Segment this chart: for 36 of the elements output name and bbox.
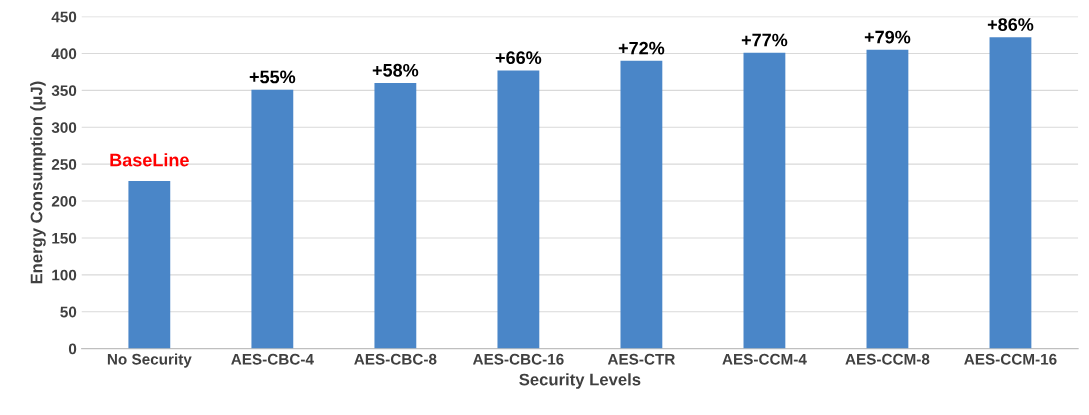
y-tick-label: 0 (68, 343, 77, 355)
annotation: BaseLine (110, 153, 189, 167)
bar (128, 181, 171, 349)
bar (866, 49, 909, 349)
annotation: +79% (864, 30, 911, 44)
x-tick-label: AES-CCM-16 (964, 353, 1057, 365)
bar (374, 83, 417, 349)
y-tick-label: 150 (52, 232, 77, 244)
bar (251, 89, 294, 349)
y-tick-label: 400 (51, 48, 77, 60)
bar (620, 60, 663, 349)
y-tick-label: 50 (60, 306, 77, 318)
annotation: +86% (987, 18, 1034, 31)
annotation: +55% (249, 70, 296, 84)
x-tick-label: AES-CCM-8 (845, 353, 930, 365)
x-tick-label: AES-CBC-4 (231, 353, 314, 365)
x-tick-label: AES-CTR (607, 353, 676, 365)
annotation: +77% (741, 33, 788, 47)
bar (989, 37, 1032, 349)
x-tick-label: AES-CBC-16 (472, 353, 564, 365)
annotation: +66% (495, 51, 542, 65)
bar (497, 70, 540, 349)
bar (743, 52, 786, 349)
y-tick-label: 300 (51, 122, 77, 133)
y-axis-title: Energy Consumption (μJ) (30, 81, 46, 284)
x-tick-label: AES-CBC-8 (354, 353, 437, 365)
y-tick-label: 100 (52, 269, 77, 281)
x-tick-label: No Security (107, 353, 192, 368)
y-tick-label: 250 (51, 159, 77, 170)
annotation: +58% (372, 63, 419, 77)
y-tick-label: 200 (51, 195, 77, 207)
x-tick-label: AES-CCM-4 (722, 353, 807, 365)
annotation: +72% (618, 41, 665, 55)
y-tick-label: 450 (51, 11, 77, 23)
x-axis-title: Security Levels (519, 373, 641, 389)
y-tick-label: 350 (51, 85, 77, 97)
